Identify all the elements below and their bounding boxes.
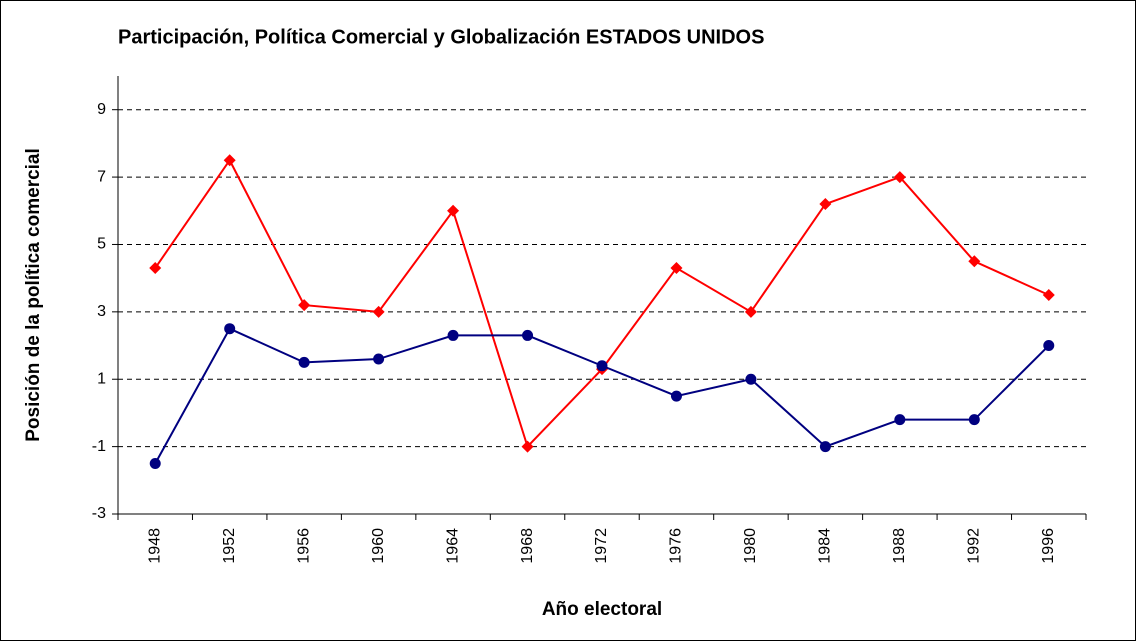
y-tick-label: 7 (97, 168, 106, 185)
point (522, 329, 534, 341)
point (745, 373, 757, 385)
x-tick-label: 1980 (742, 528, 759, 564)
x-tick-label: 1948 (146, 528, 163, 564)
y-tick-label: -3 (92, 505, 106, 522)
point (670, 390, 682, 402)
point (893, 171, 906, 184)
x-tick-label: 1972 (593, 528, 610, 564)
point (298, 356, 310, 368)
x-tick-label: 1992 (966, 528, 983, 564)
y-tick-label: -1 (92, 438, 106, 455)
y-tick-label: 3 (97, 303, 106, 320)
y-axis-title: Posición de la política comercial (23, 148, 44, 442)
x-tick-label: 1964 (444, 528, 461, 564)
y-tick-label: 9 (97, 101, 106, 118)
x-axis-title: Año electoral (542, 599, 662, 620)
point (670, 262, 683, 275)
y-tick-label: 1 (97, 370, 106, 387)
x-tick-label: 1956 (295, 528, 312, 564)
point (447, 204, 460, 217)
x-tick-label: 1996 (1040, 528, 1057, 564)
x-tick-label: 1960 (370, 528, 387, 564)
point (1042, 289, 1055, 301)
point (149, 457, 161, 469)
x-tick-label: 1952 (221, 528, 238, 564)
x-tick-label: 1968 (519, 528, 536, 564)
point (819, 198, 832, 211)
x-tick-label: 1976 (668, 528, 685, 564)
point (521, 440, 534, 453)
point (372, 305, 385, 318)
x-tick-label: 1984 (817, 528, 834, 564)
point (224, 323, 236, 335)
chart-title: Participación, Política Comercial y Glob… (118, 26, 764, 48)
point (298, 299, 311, 312)
point (447, 329, 459, 341)
point (596, 360, 608, 372)
point (1043, 340, 1055, 352)
point (223, 154, 236, 167)
point (968, 414, 980, 426)
point (894, 414, 906, 426)
y-tick-label: 5 (97, 236, 106, 253)
x-tick-label: 1988 (891, 528, 908, 564)
point (149, 262, 162, 275)
point (819, 441, 831, 453)
point (968, 255, 981, 268)
point (744, 305, 757, 318)
point (373, 353, 385, 365)
